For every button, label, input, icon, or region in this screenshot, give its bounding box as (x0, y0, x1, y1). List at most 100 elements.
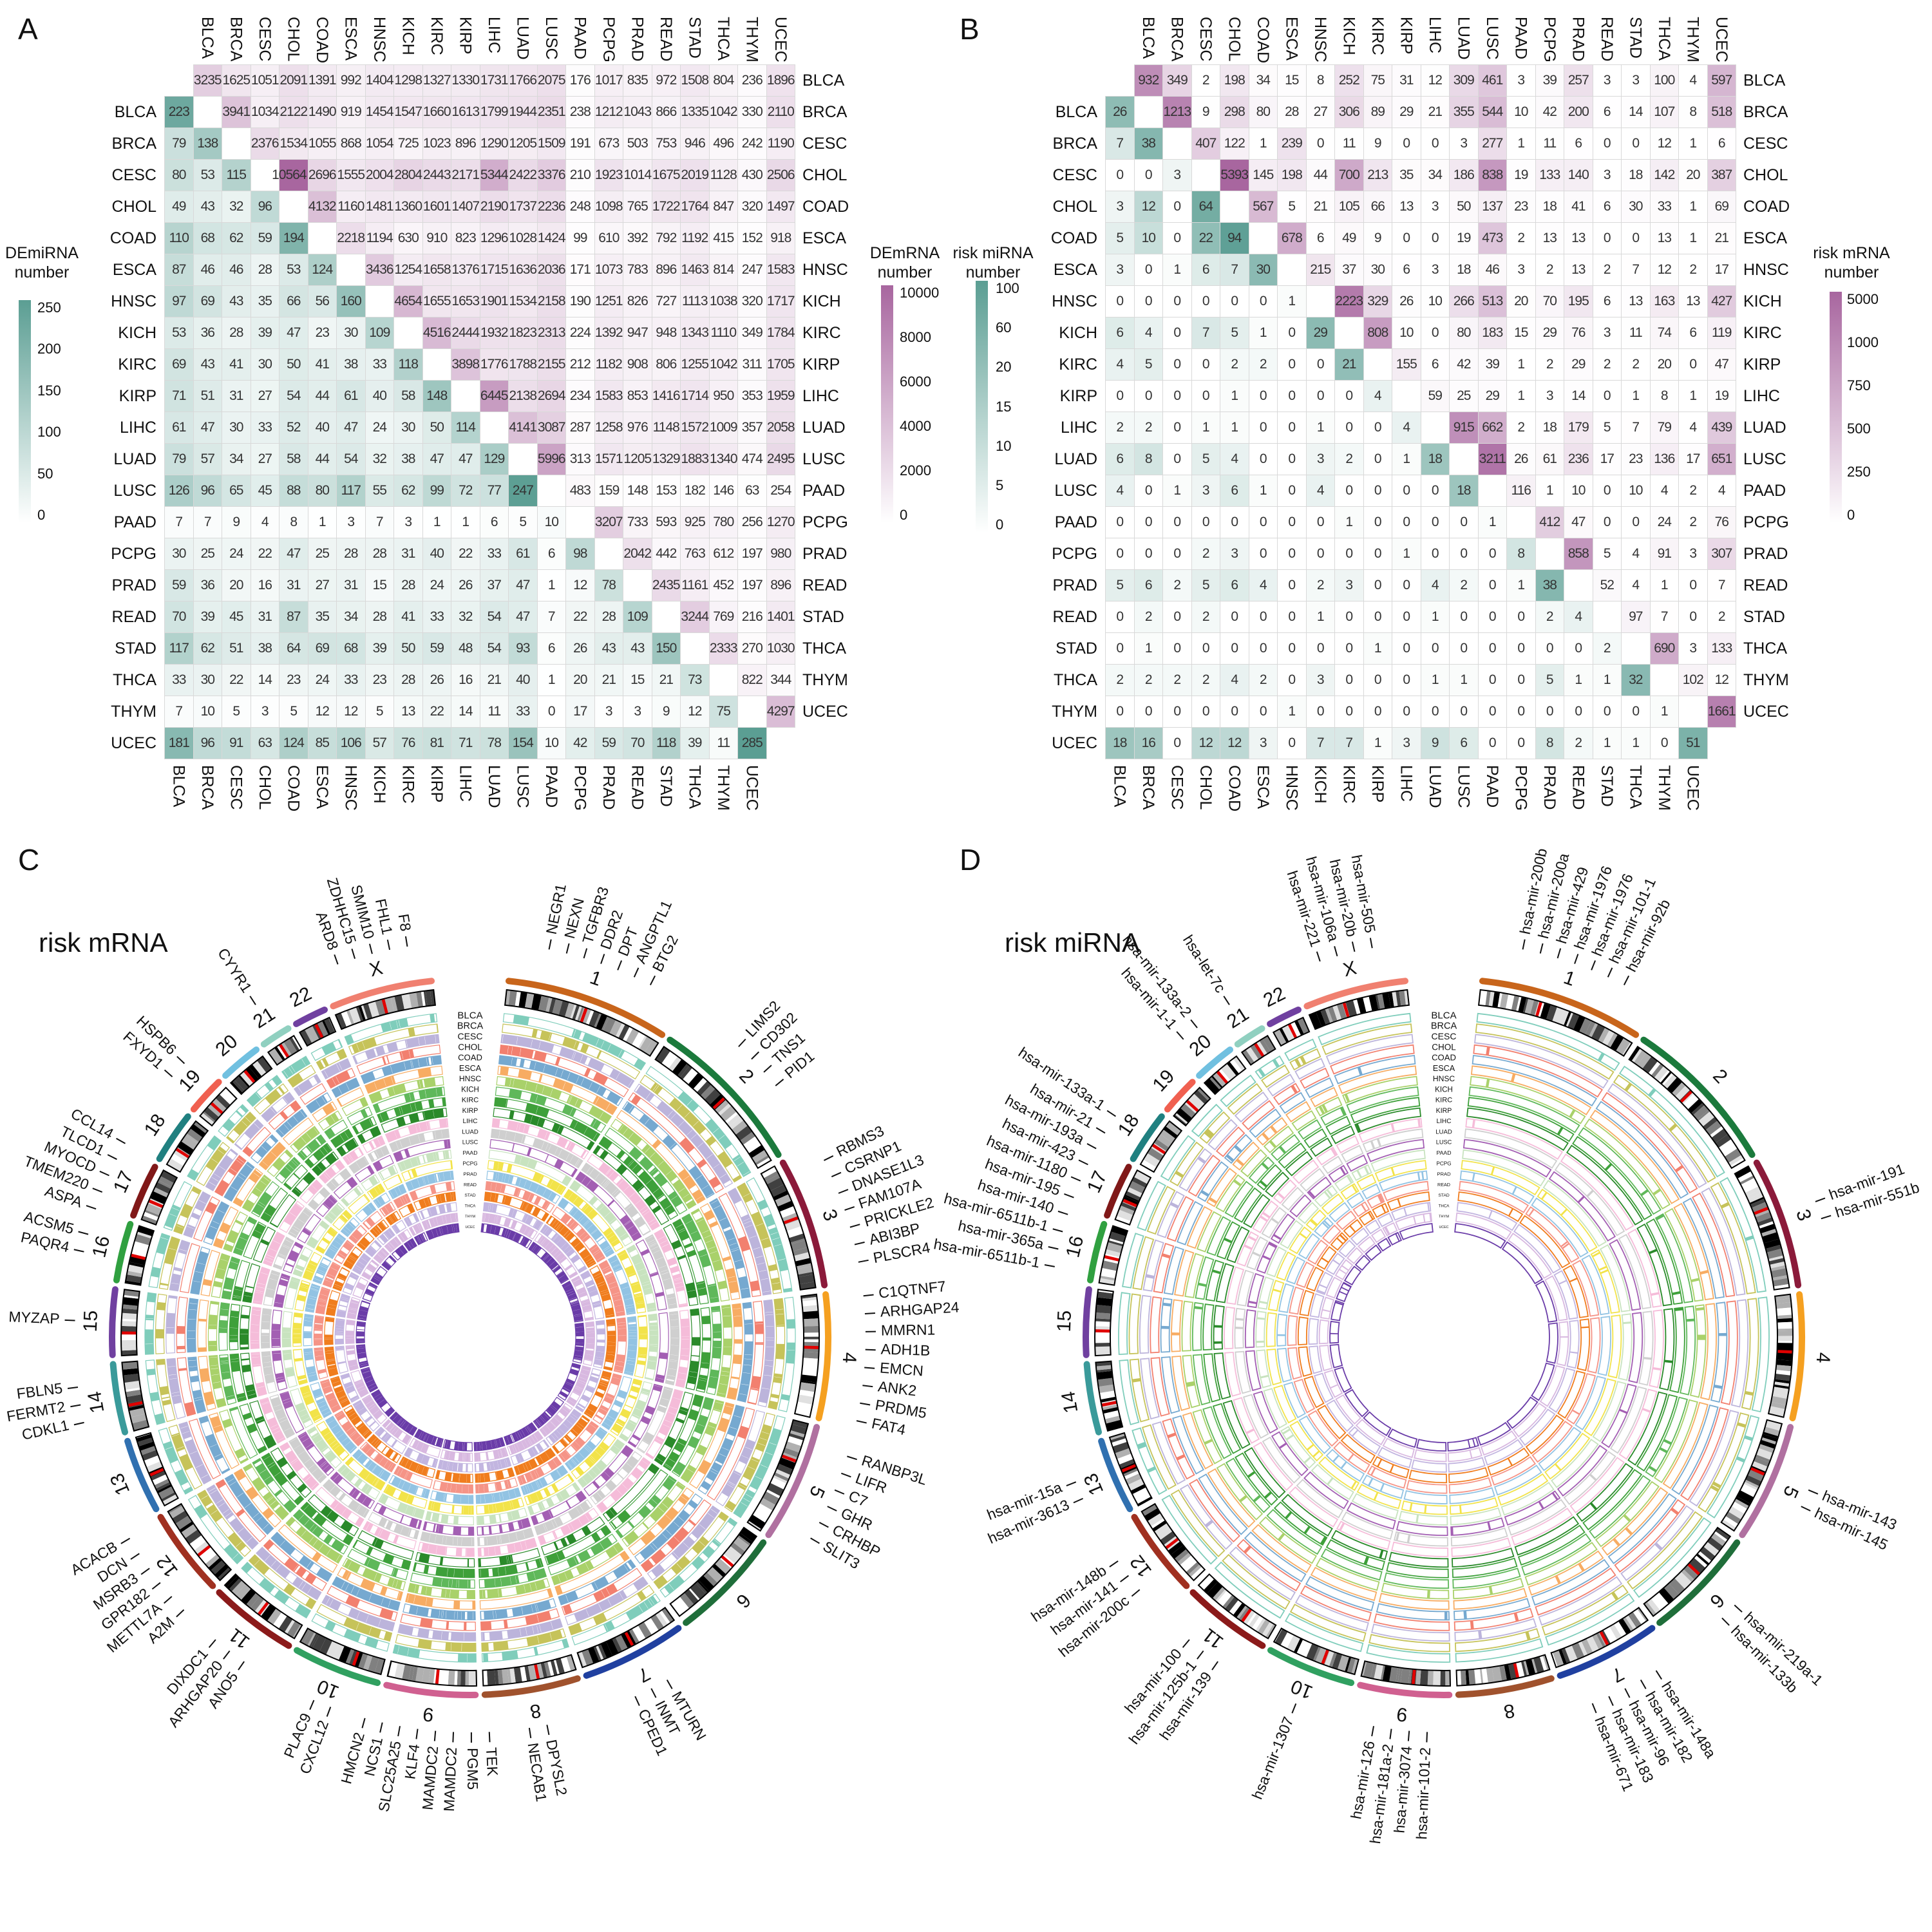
track-mark (776, 1325, 785, 1327)
track-mark (694, 1423, 705, 1435)
track-mark (367, 1461, 377, 1472)
track-mark (623, 1128, 634, 1139)
track-mark (553, 1541, 559, 1551)
track-mark (271, 1338, 281, 1347)
track-mark (386, 1055, 390, 1064)
track-mark (554, 1517, 564, 1527)
track-outline (208, 1355, 227, 1408)
gene-label: MAMDC2 (419, 1745, 442, 1811)
track-mark (210, 1416, 222, 1428)
track-mark (609, 1507, 618, 1516)
track-mark (308, 1464, 318, 1473)
track-mark (634, 1058, 646, 1070)
track-outline (496, 1075, 612, 1124)
track-mark (591, 1450, 601, 1462)
ideogram-band (225, 1574, 238, 1587)
track-mark (508, 1532, 518, 1542)
track-outline (378, 1493, 425, 1519)
track-mark (240, 1104, 249, 1113)
label-leader-line (649, 975, 656, 985)
track-mark (596, 1038, 605, 1048)
track-mark (198, 1347, 207, 1352)
track-mark (650, 1168, 659, 1177)
ideogram-band (326, 1640, 339, 1658)
track-outline (484, 1191, 549, 1222)
track-mark (355, 1504, 361, 1513)
track-mark (684, 1112, 699, 1127)
track-mark (264, 1256, 274, 1263)
track-mark (564, 1264, 573, 1271)
track-mark (373, 1439, 381, 1447)
track-mark (294, 1312, 303, 1318)
ideogram-band (354, 1651, 363, 1668)
track-outline (1645, 1396, 1688, 1478)
track-mark (589, 1289, 599, 1297)
track-mark (535, 1558, 542, 1568)
track-mark (433, 1152, 437, 1161)
ideogram-band (144, 1455, 161, 1467)
track-mark (601, 1041, 611, 1052)
track-mark (584, 1446, 591, 1453)
track-mark (629, 1336, 638, 1339)
track-mark (605, 1546, 618, 1558)
track-mark (260, 1177, 270, 1186)
track-mark (1696, 1307, 1705, 1311)
track-mark (560, 1524, 571, 1536)
track-mark (305, 1158, 314, 1168)
label-leader-line (751, 1051, 760, 1060)
track-mark (274, 1408, 286, 1420)
track-mark (533, 1219, 538, 1227)
track-mark (539, 1477, 548, 1487)
track-mark (713, 1332, 722, 1339)
track-mark (188, 1360, 197, 1367)
track-mark (390, 1020, 398, 1030)
track-mark (565, 1462, 573, 1471)
track-outline (602, 1463, 660, 1522)
track-mark (606, 1416, 615, 1423)
track-mark (600, 1525, 611, 1537)
track-label: THYM (465, 1215, 475, 1219)
ideogram-band (274, 1046, 285, 1061)
track-mark (273, 1405, 283, 1412)
track-mark (625, 1363, 635, 1373)
track-mark (189, 1298, 198, 1304)
track-outline (252, 1266, 270, 1305)
track-mark (609, 1218, 617, 1225)
track-outline (1659, 1308, 1675, 1391)
track-mark (672, 1461, 686, 1476)
track-mark (648, 1598, 655, 1606)
track-mark (514, 1466, 520, 1475)
ideogram-band (175, 1515, 193, 1530)
track-mark (356, 1338, 365, 1341)
track-outline (332, 1576, 401, 1611)
track-mark (424, 1035, 436, 1045)
track-mark (567, 1473, 574, 1482)
track-mark (517, 1464, 526, 1474)
track-outline (689, 1402, 735, 1489)
track-mark (715, 1454, 726, 1464)
track-mark (670, 1319, 679, 1327)
ideogram-band (531, 994, 542, 1010)
track-outline (327, 1585, 398, 1622)
track-outline (229, 1353, 247, 1403)
label-leader-line (386, 939, 391, 951)
track-outline (332, 1209, 353, 1231)
track-outline (303, 1314, 314, 1347)
track-mark (1390, 1123, 1395, 1132)
track-mark (540, 1501, 545, 1510)
track-mark (525, 1081, 538, 1092)
track-mark (374, 1573, 383, 1583)
track-mark (149, 1392, 160, 1402)
track-mark (441, 1631, 450, 1640)
track-outline (557, 1197, 615, 1258)
track-mark (719, 1447, 730, 1457)
gene-label: MYZAP (8, 1308, 60, 1327)
track-outline (1654, 1213, 1694, 1303)
track-mark (625, 1205, 639, 1218)
track-mark (741, 1446, 753, 1459)
track-outline (346, 1106, 373, 1126)
track-mark (699, 1536, 710, 1546)
track-mark (1619, 1408, 1628, 1414)
track-mark (1659, 1447, 1668, 1454)
track-outline (321, 1058, 352, 1080)
